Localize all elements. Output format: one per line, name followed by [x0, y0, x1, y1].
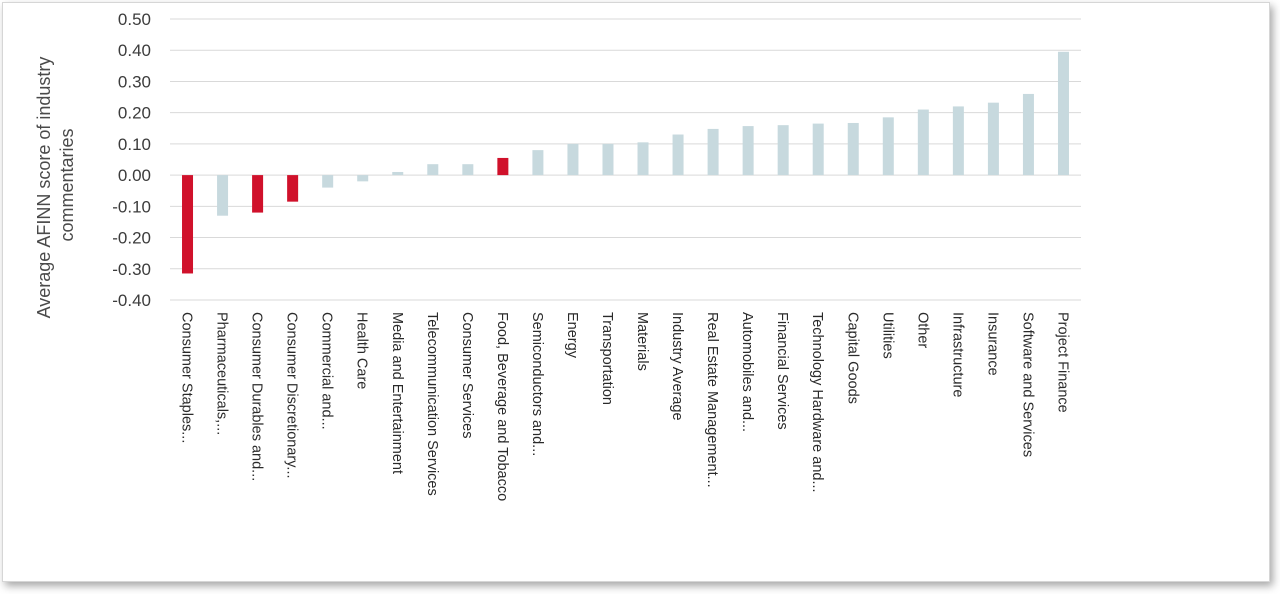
x-category-label: Pharmaceuticals,...: [214, 312, 230, 435]
x-category-label: Capital Goods: [844, 312, 860, 404]
bar: [672, 134, 684, 176]
bar: [252, 175, 264, 213]
y-tick-label: -0.30: [112, 260, 151, 279]
x-category-label: Transportation: [599, 312, 615, 405]
bar: [497, 157, 509, 176]
y-axis-label: Average AFINN score of industry commenta…: [34, 52, 77, 319]
y-axis-label-line-1: Average AFINN score of industry: [34, 57, 54, 319]
bar-chart: 0.50 0.40 0.30 0.20 0.10 0.00 -0.10 -0.20 -0.30 -…: [34, 10, 1081, 501]
x-axis-categories: Consumer Staples... Pharmaceuticals,... Co…: [179, 312, 1071, 501]
x-category-label: Media and Entertainment: [389, 312, 405, 474]
x-category-label: Software and Services: [1019, 312, 1035, 457]
x-category-label: Health Care: [354, 312, 370, 389]
bar: [742, 126, 754, 176]
bar: [707, 128, 719, 176]
bar: [567, 143, 579, 176]
y-tick-label: 0.20: [118, 104, 151, 123]
x-category-label: Telecommunication Services: [424, 312, 440, 496]
bar: [322, 175, 334, 188]
x-category-label: Industry Average: [669, 312, 685, 421]
bar: [882, 117, 894, 176]
bar: [427, 164, 439, 176]
x-category-label: Project Finance: [1054, 312, 1070, 413]
y-tick-label: -0.40: [112, 291, 151, 310]
bar: [952, 106, 964, 176]
x-category-label: Materials: [634, 312, 650, 371]
bar: [532, 150, 544, 176]
x-category-label: Consumer Durables and...: [249, 312, 265, 481]
bar: [357, 175, 369, 182]
x-category-label: Financial Services: [774, 312, 790, 430]
gridlines: [170, 18, 1081, 301]
x-category-label: Insurance: [984, 312, 1000, 376]
y-axis-ticks: 0.50 0.40 0.30 0.20 0.10 0.00 -0.10 -0.20 -0.30 -…: [112, 10, 151, 310]
bar: [987, 102, 999, 176]
bar: [602, 143, 614, 176]
x-category-label: Commercial and...: [319, 312, 335, 430]
y-tick-label: -0.10: [112, 197, 151, 216]
x-category-label: Automobiles and...: [739, 312, 755, 432]
bar: [217, 175, 229, 216]
bar: [917, 109, 929, 176]
bar: [1057, 51, 1069, 176]
y-tick-label: 0.30: [118, 72, 151, 91]
bar: [637, 142, 649, 176]
x-category-label: Food, Beverage and Tobacco: [494, 312, 510, 501]
bar: [847, 122, 859, 176]
x-category-label: Technology Hardware and...: [809, 312, 825, 493]
y-tick-label: 0.10: [118, 135, 151, 154]
y-axis-label-line-2: commentaries: [57, 128, 77, 241]
x-category-label: Energy: [564, 312, 580, 359]
y-tick-label: 0.50: [118, 10, 151, 29]
bar: [1022, 93, 1034, 176]
x-category-label: Real Estate Management...: [704, 312, 720, 488]
bar: [462, 164, 474, 176]
x-category-label: Consumer Discretionary...: [284, 312, 300, 479]
chart-frame: 0.50 0.40 0.30 0.20 0.10 0.00 -0.10 -0.20 -0.30 -…: [2, 2, 1270, 582]
bar: [392, 171, 404, 176]
x-category-label: Consumer Staples...: [179, 312, 195, 443]
bar: [287, 175, 299, 202]
y-tick-label: -0.20: [112, 229, 151, 248]
bars: [182, 51, 1069, 274]
y-tick-label: 0.40: [118, 41, 151, 60]
x-category-label: Consumer Services: [459, 312, 475, 439]
x-category-label: Semiconductors and...: [529, 312, 545, 456]
y-tick-label: 0.00: [118, 166, 151, 185]
bar: [182, 175, 194, 274]
x-category-label: Infrastructure: [949, 312, 965, 397]
bar: [777, 125, 789, 176]
x-category-label: Other: [914, 312, 930, 348]
bar: [812, 123, 824, 176]
x-category-label: Utilities: [879, 312, 895, 359]
